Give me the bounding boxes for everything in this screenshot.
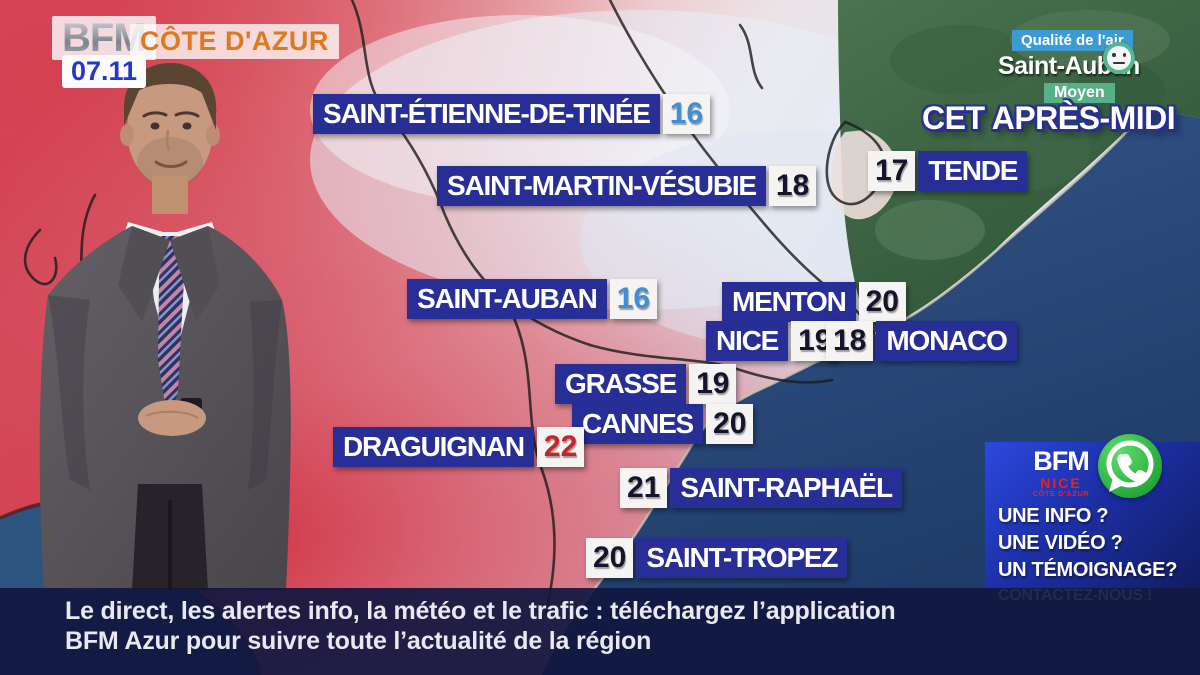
city-name: SAINT-MARTIN-VÉSUBIE <box>437 166 766 206</box>
map-green-texture <box>875 10 1170 260</box>
city-name: MONACO <box>876 321 1017 361</box>
presenter-neck <box>152 176 188 214</box>
presenter-lapel-left <box>118 226 170 322</box>
city-name: SAINT-TROPEZ <box>636 538 848 578</box>
city-label-tende: 17 TENDE <box>868 151 1028 191</box>
air-quality-station: Saint-Auban <box>998 52 1140 80</box>
news-ticker: Le direct, les alertes info, la météo et… <box>0 588 1200 675</box>
presenter-tie <box>158 236 184 408</box>
city-temperature: 16 <box>662 94 711 134</box>
map-coastline <box>573 107 1149 616</box>
city-label-cannes: CANNES 20 <box>572 404 754 444</box>
neutral-face-icon <box>1103 42 1135 74</box>
city-temperature: 18 <box>826 321 874 361</box>
city-name: DRAGUIGNAN <box>333 427 534 467</box>
city-label-saint-raphael: 21 SAINT-RAPHAËL <box>620 468 902 508</box>
weather-presenter <box>39 62 291 590</box>
city-label-saint-martin-vesubie: SAINT-MARTIN-VÉSUBIE 18 <box>437 166 817 206</box>
presenter-hands <box>138 400 206 436</box>
city-temperature: 20 <box>706 404 754 444</box>
contact-line-info: UNE INFO ? <box>998 504 1109 527</box>
city-label-grasse: GRASSE 19 <box>555 364 737 404</box>
contact-panel: BFM NICE CÔTE D'AZUR UNE INFO ? UNE VIDÉ… <box>985 442 1200 604</box>
city-label-nice: NICE 19 <box>706 321 839 361</box>
bfm-nice-logo: BFM NICE CÔTE D'AZUR <box>1026 448 1096 498</box>
city-label-monaco: 18 MONACO <box>826 321 1017 361</box>
bfm-nice-logo-main: BFM <box>1033 446 1089 476</box>
city-temperature: 20 <box>586 538 634 578</box>
city-name: SAINT-RAPHAËL <box>670 468 902 508</box>
ticker-line-1: Le direct, les alertes info, la météo et… <box>65 597 896 625</box>
city-temperature: 17 <box>868 151 916 191</box>
city-temperature: 20 <box>858 282 906 322</box>
whatsapp-icon <box>1098 434 1162 498</box>
city-label-menton: MENTON 20 <box>722 282 906 322</box>
city-label-draguignan: DRAGUIGNAN 22 <box>333 427 585 467</box>
city-name: MENTON <box>722 282 856 322</box>
clock: 07.11 <box>62 55 147 88</box>
city-name: GRASSE <box>555 364 687 404</box>
city-temperature: 22 <box>536 427 585 467</box>
city-temperature: 16 <box>609 279 658 319</box>
city-name: NICE <box>706 321 789 361</box>
air-quality-widget: Qualité de l'air Saint-Auban Moyen <box>992 30 1172 103</box>
presenter-lapel-right <box>170 226 220 322</box>
air-quality-level-badge: Moyen <box>1044 83 1115 103</box>
city-name: TENDE <box>918 151 1028 191</box>
air-quality-title: Qualité de l'air <box>1012 30 1133 51</box>
region-label: CÔTE D'AZUR <box>130 24 339 59</box>
city-label-saint-auban: SAINT-AUBAN 16 <box>407 279 658 319</box>
city-label-saint-tropez: 20 SAINT-TROPEZ <box>586 538 848 578</box>
bfm-nice-logo-city: NICE <box>1040 475 1082 491</box>
contact-line-temoignage: UN TÉMOIGNAGE? <box>998 558 1178 581</box>
city-name: SAINT-ÉTIENNE-DE-TINÉE <box>313 94 660 134</box>
city-temperature: 21 <box>620 468 668 508</box>
forecast-period-title: CET APRÈS-MIDI <box>922 100 1176 136</box>
bfm-nice-logo-region: CÔTE D'AZUR <box>1032 489 1090 498</box>
city-label-saint-etienne-de-tinee: SAINT-ÉTIENNE-DE-TINÉE 16 <box>313 94 711 134</box>
ticker-line-2: BFM Azur pour suivre toute l’actualité d… <box>65 627 652 655</box>
city-name: CANNES <box>572 404 704 444</box>
city-name: SAINT-AUBAN <box>407 279 607 319</box>
contact-line-video: UNE VIDÉO ? <box>998 531 1123 554</box>
city-temperature: 18 <box>768 166 817 206</box>
city-temperature: 19 <box>689 364 737 404</box>
